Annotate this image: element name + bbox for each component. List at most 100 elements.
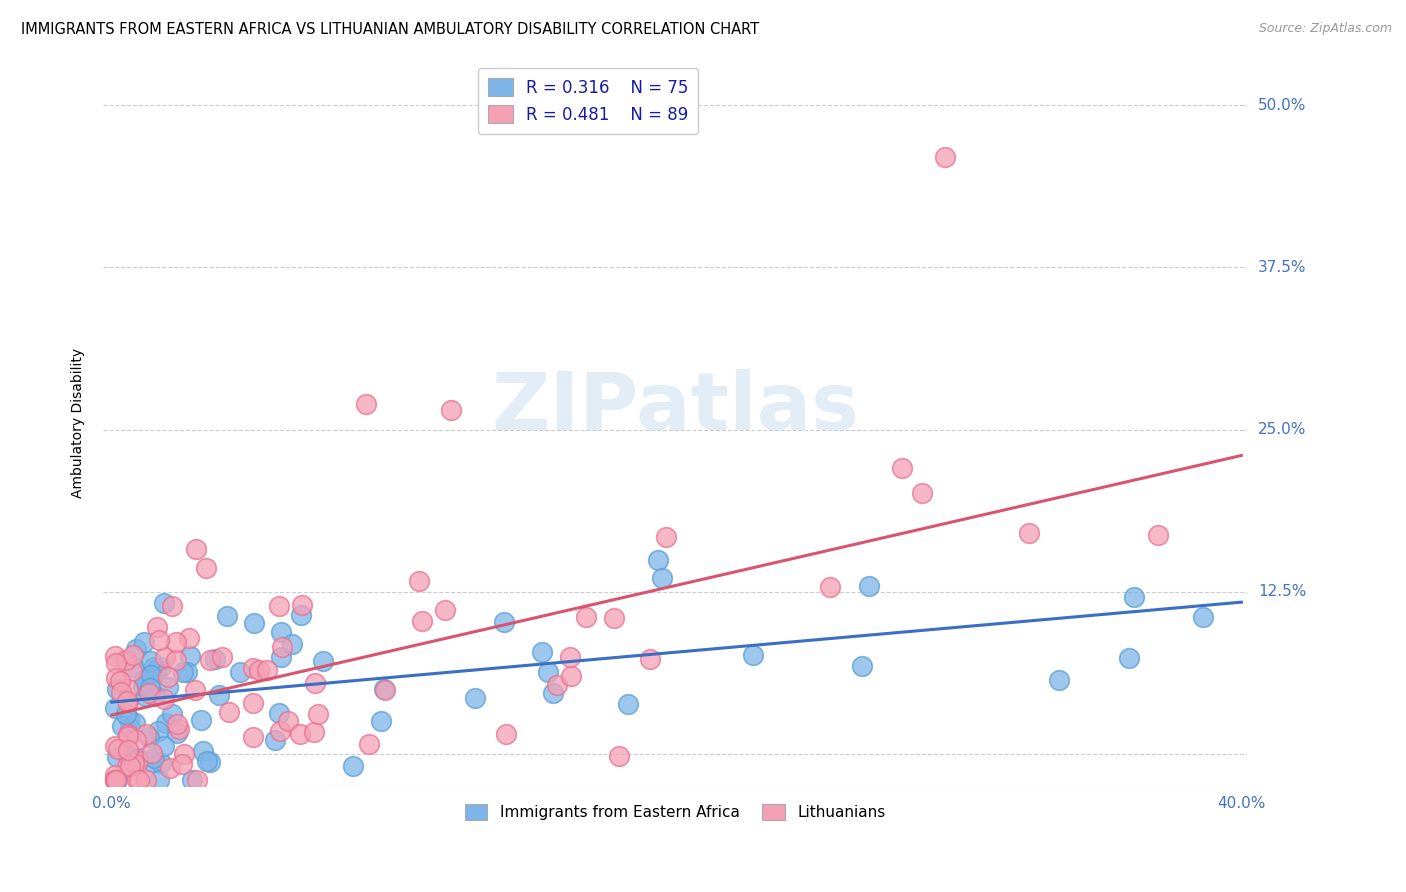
Point [290, 727, 312, 741]
Point [195, 754, 218, 768]
Point [270, 650, 292, 665]
Point [104, 656, 127, 670]
Point [146, 724, 169, 739]
Point [145, 663, 167, 677]
Point [342, 759, 364, 773]
Point [105, 772, 128, 787]
Point [655, 530, 678, 544]
Point [117, 743, 139, 757]
Point [208, 688, 231, 702]
Point [172, 756, 194, 771]
Point [270, 625, 292, 640]
Point [269, 724, 291, 739]
Point [120, 721, 142, 735]
Point [558, 650, 581, 665]
Point [135, 674, 157, 689]
Point [464, 690, 486, 705]
Point [117, 695, 139, 709]
Point [373, 681, 395, 696]
Point [742, 648, 765, 662]
Point [125, 641, 148, 656]
Point [242, 697, 264, 711]
Point [148, 632, 170, 647]
Point [160, 599, 183, 614]
Point [638, 652, 661, 666]
Point [1118, 651, 1140, 665]
Point [215, 609, 238, 624]
Point [166, 726, 188, 740]
Point [111, 719, 134, 733]
Point [818, 580, 841, 594]
Point [131, 679, 153, 693]
Point [107, 742, 129, 756]
Point [125, 733, 148, 747]
Point [141, 746, 163, 760]
Point [179, 631, 201, 645]
Point [531, 645, 554, 659]
Point [851, 659, 873, 673]
Point [143, 690, 166, 704]
Point [122, 756, 145, 771]
Point [104, 739, 127, 753]
Point [1147, 528, 1170, 542]
Point [165, 653, 187, 667]
Point [127, 754, 149, 768]
Point [145, 620, 167, 634]
Point [411, 615, 433, 629]
Point [110, 685, 132, 699]
Point [135, 772, 157, 787]
Point [114, 706, 136, 721]
Point [105, 682, 128, 697]
Point [617, 697, 640, 711]
Point [120, 759, 142, 773]
Point [115, 758, 138, 772]
Text: 50.0%: 50.0% [1258, 97, 1306, 112]
Point [256, 663, 278, 677]
Point [247, 663, 270, 677]
Text: Source: ZipAtlas.com: Source: ZipAtlas.com [1258, 22, 1392, 36]
Point [135, 727, 157, 741]
Point [117, 681, 139, 696]
Point [105, 671, 128, 685]
Point [408, 574, 430, 588]
Point [264, 733, 287, 747]
Point [134, 673, 156, 688]
Text: 12.5%: 12.5% [1258, 584, 1306, 599]
Text: ZIPatlas: ZIPatlas [491, 369, 859, 448]
Point [858, 579, 880, 593]
Point [607, 749, 630, 764]
Point [307, 706, 329, 721]
Point [153, 692, 176, 706]
Point [1191, 610, 1213, 624]
Point [156, 670, 179, 684]
Text: IMMIGRANTS FROM EASTERN AFRICA VS LITHUANIAN AMBULATORY DISABILITY CORRELATION C: IMMIGRANTS FROM EASTERN AFRICA VS LITHUA… [21, 22, 759, 37]
Point [204, 651, 226, 665]
Point [181, 772, 204, 787]
Point [159, 761, 181, 775]
Point [179, 648, 201, 663]
Point [281, 636, 304, 650]
Point [104, 772, 127, 787]
Point [492, 615, 515, 629]
Point [104, 700, 127, 714]
Point [155, 715, 177, 730]
Point [138, 730, 160, 744]
Point [374, 682, 396, 697]
Point [173, 747, 195, 761]
Point [139, 654, 162, 668]
Text: 25.0%: 25.0% [1258, 422, 1306, 437]
Point [647, 552, 669, 566]
Point [1018, 526, 1040, 541]
Point [117, 729, 139, 743]
Point [176, 665, 198, 679]
Point [267, 599, 290, 613]
Point [124, 716, 146, 731]
Point [304, 676, 326, 690]
Point [603, 611, 626, 625]
Point [143, 751, 166, 765]
Point [440, 403, 463, 417]
Point [433, 603, 456, 617]
Point [312, 654, 335, 668]
Y-axis label: Ambulatory Disability: Ambulatory Disability [72, 348, 86, 498]
Point [105, 750, 128, 764]
